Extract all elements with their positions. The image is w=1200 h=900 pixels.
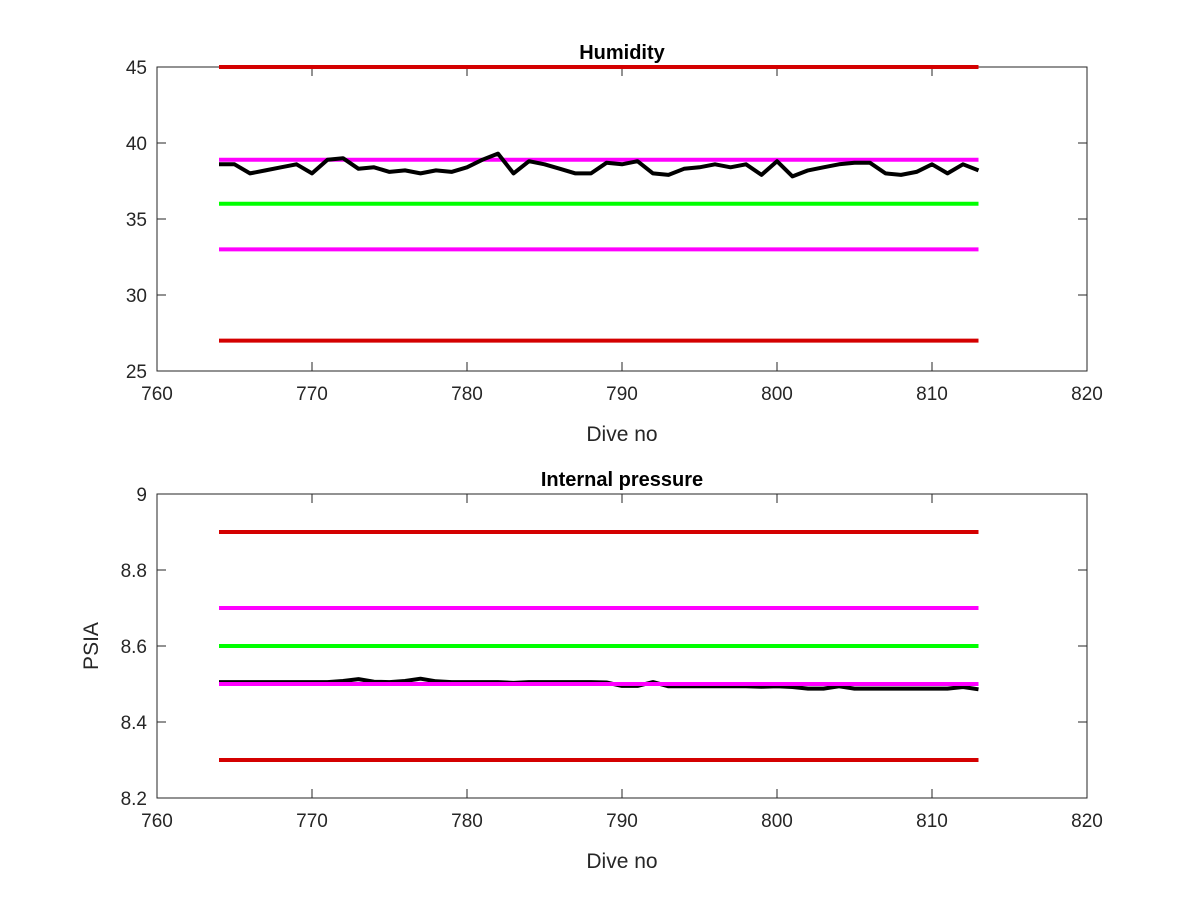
chart-2-x-tick-label: 760 xyxy=(141,811,173,832)
chart-2-x-tick-label: 790 xyxy=(606,811,638,832)
chart-1-title: Humidity xyxy=(579,42,665,64)
chart-2-x-tick-label: 810 xyxy=(916,811,948,832)
chart-2-title: Internal pressure xyxy=(541,469,703,491)
chart-2-x-tick-label: 780 xyxy=(451,811,483,832)
chart-1-x-tick-label: 770 xyxy=(296,384,328,405)
chart-2-y-tick-label: 8.2 xyxy=(121,789,147,810)
chart-1-y-tick-label: 25 xyxy=(126,362,147,383)
chart-2-x-tick-label: 800 xyxy=(761,811,793,832)
chart-2-y-tick-label: 8.8 xyxy=(121,561,147,582)
chart-1-y-tick-label: 40 xyxy=(126,134,147,155)
chart-1-axes-box xyxy=(156,66,1088,372)
chart-1-x-tick-label: 800 xyxy=(761,384,793,405)
chart-1-y-tick-label: 45 xyxy=(126,58,147,79)
chart-1-x-axis-label: Dive no xyxy=(586,423,657,446)
chart-1-x-tick-label: 810 xyxy=(916,384,948,405)
chart-2-y-axis-label: PSIA xyxy=(80,622,103,670)
humidity-chart: 760 770 780 790 800 810 820 25 30 35 40 45 Humidity D… xyxy=(126,42,1103,446)
chart-1-y-tick-label: 35 xyxy=(126,210,147,231)
chart-2-x-tick-label: 820 xyxy=(1071,811,1103,832)
chart-2-y-tick-label: 8.6 xyxy=(121,637,147,658)
chart-2-x-axis-label: Dive no xyxy=(586,850,657,873)
chart-1-y-tick-label: 30 xyxy=(126,286,147,307)
chart-1-x-tick-label: 790 xyxy=(606,384,638,405)
chart-2-x-tick-label: 770 xyxy=(296,811,328,832)
chart-1-x-tick-label: 760 xyxy=(141,384,173,405)
chart-2-y-tick-label: 8.4 xyxy=(121,713,148,734)
chart-1-x-tick-label: 820 xyxy=(1071,384,1103,405)
internal-pressure-chart: 760 770 780 790 800 810 820 8.2 8.4 8.6 8.8 9 Intern… xyxy=(80,469,1103,873)
chart-2-y-tick-label: 9 xyxy=(136,485,147,506)
chart-1-x-tick-label: 780 xyxy=(451,384,483,405)
chart-1-series-line xyxy=(219,151,980,179)
